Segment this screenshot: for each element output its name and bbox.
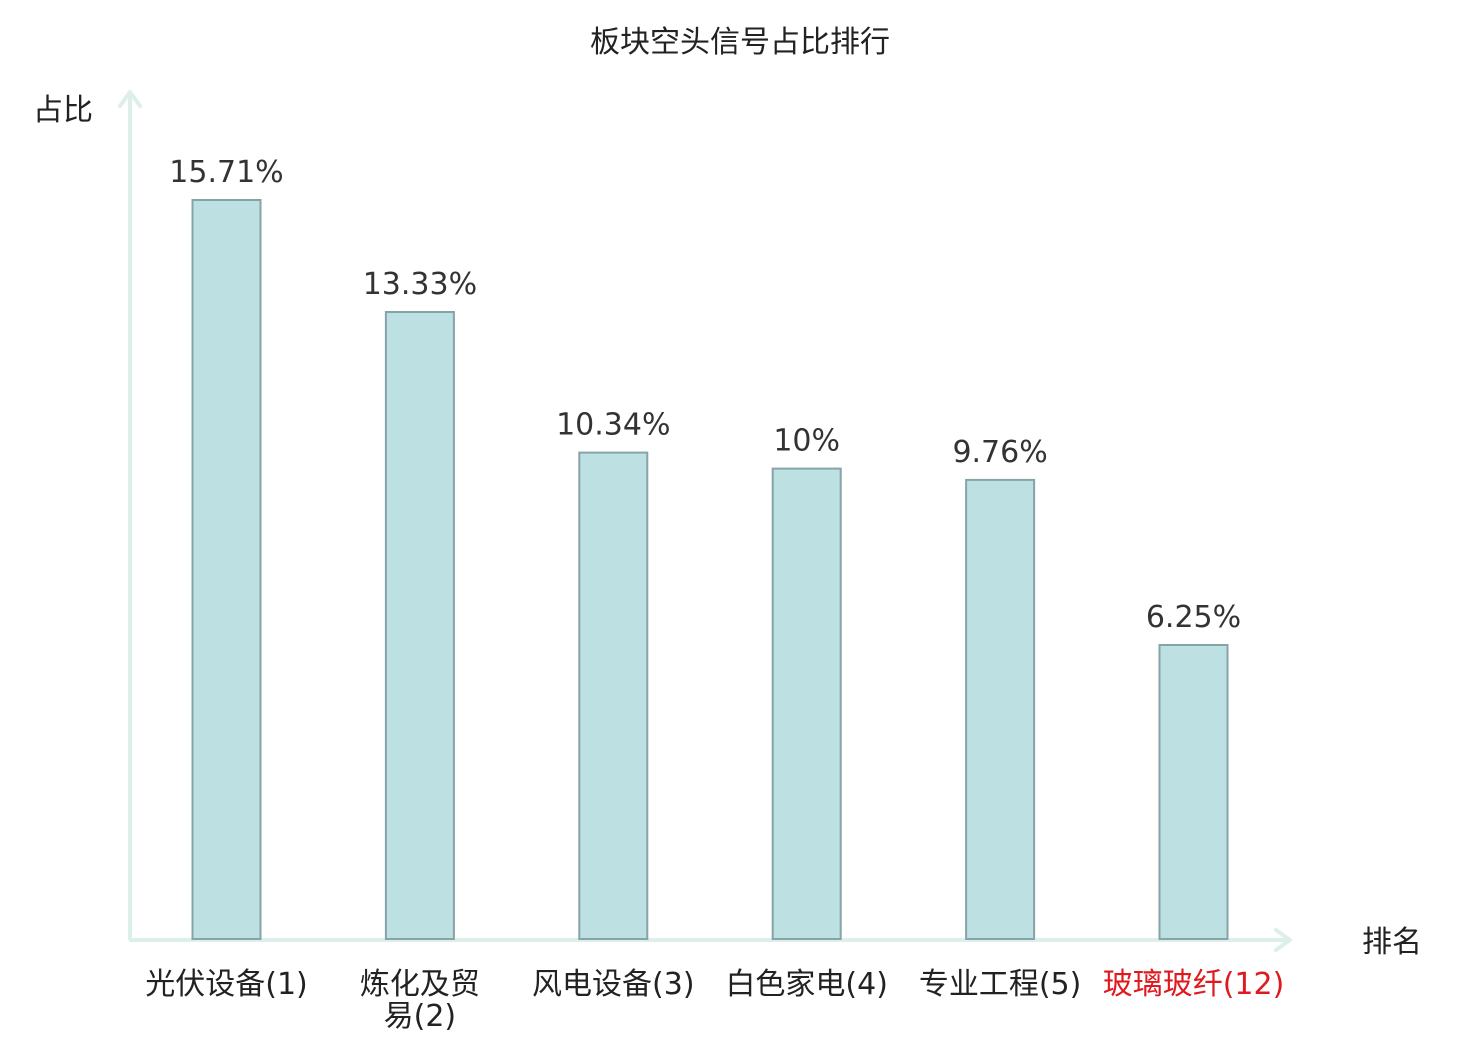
bar[interactable] [191,199,262,940]
bar-value-label: 15.71% [169,155,283,190]
chart-title: 板块空头信号占比排行 [590,25,890,60]
bar[interactable] [384,311,455,940]
bar-value-label: 13.33% [363,267,477,302]
bar-value-label: 6.25% [1146,600,1241,635]
bar-value-label: 10% [773,424,840,459]
bar[interactable] [771,467,842,940]
category-label-highlighted: 玻璃玻纤(12) [1103,967,1285,1002]
x-axis-arrow [1274,928,1292,952]
category-label-line: 专业工程(5) [919,967,1082,1002]
bars-group [191,199,1229,940]
category-label: 专业工程(5) [919,967,1082,1002]
category-label-line: 光伏设备(1) [145,967,308,1002]
category-label-line: 白色家电(4) [725,967,888,1002]
category-label-line: 易(2) [384,999,457,1034]
category-label-line: 炼化及贸 [360,967,480,1002]
category-label: 风电设备(3) [532,967,695,1002]
category-label-line: 玻璃玻纤(12) [1103,967,1285,1002]
y-axis-title: 占比 [33,93,93,128]
category-label: 白色家电(4) [725,967,888,1002]
category-label: 炼化及贸易(2) [360,967,480,1034]
bar[interactable] [578,451,649,940]
x-axis-title: 排名 [1362,925,1422,960]
bar-value-label: 9.76% [952,435,1047,470]
bar[interactable] [1158,644,1229,940]
y-axis-arrow [118,90,142,108]
bar[interactable] [965,478,1036,940]
value-labels-group: 15.71% 13.33% 10.34% 10% 9.76% 6.25% [169,155,1241,635]
category-label-line: 风电设备(3) [532,967,695,1002]
bar-value-label: 10.34% [556,408,670,443]
category-label: 光伏设备(1) [145,967,308,1002]
category-labels-group: 光伏设备(1) 炼化及贸易(2) 风电设备(3) 白色家电(4) 专业工程(5) 玻璃玻纤… [145,967,1284,1034]
axes [118,90,1292,952]
